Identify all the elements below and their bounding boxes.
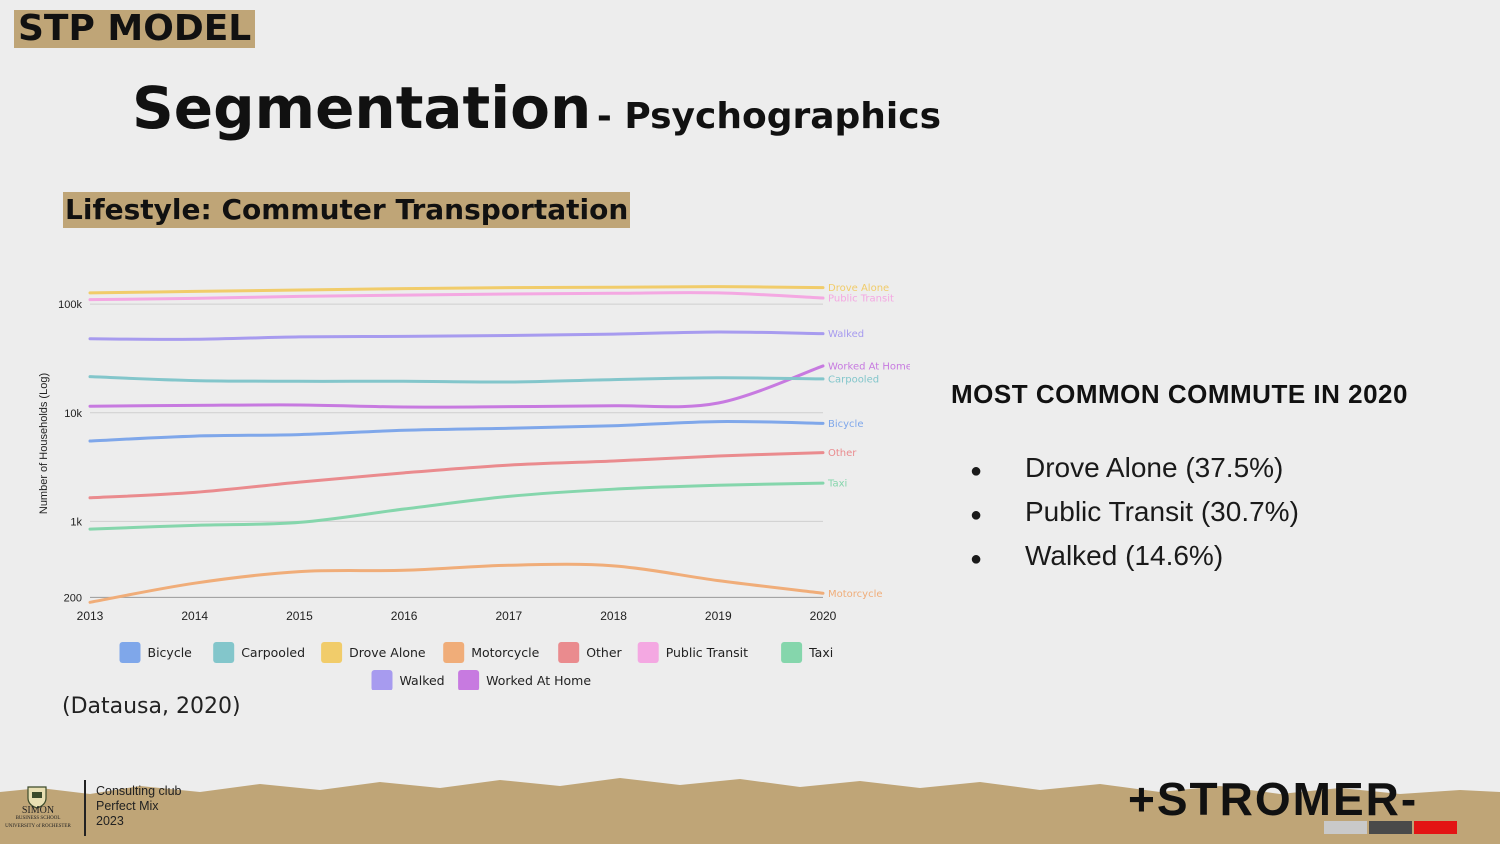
brand-swatch <box>1369 821 1412 834</box>
y-tick-label: 200 <box>64 592 82 604</box>
footer-line: Perfect Mix <box>96 799 159 813</box>
list-item-label: Public Transit (30.7%) <box>1025 496 1299 527</box>
list-item: ● Walked (14.6%) <box>970 536 1299 580</box>
series-line <box>88 481 825 531</box>
brand-logo: +STROMER- <box>1128 773 1419 825</box>
title-suffix: - Psychographics <box>596 96 942 137</box>
x-tick-label: 2020 <box>810 609 837 623</box>
sand-strip <box>0 778 1500 844</box>
series-end-label: Drove Alone <box>828 283 889 294</box>
series-end-label: Taxi <box>827 479 847 490</box>
list-item: ● Public Transit (30.7%) <box>970 492 1299 536</box>
bullet-icon: ● <box>970 460 983 482</box>
series-line <box>88 375 825 384</box>
legend-swatch <box>213 642 235 663</box>
x-tick-label: 2015 <box>286 609 313 623</box>
brand-swatch <box>1324 821 1367 834</box>
footer-caption: Consulting club Perfect Mix 2023 <box>96 784 181 829</box>
legend-swatch <box>637 642 659 663</box>
series-end-label: Public Transit <box>828 293 894 304</box>
series-line <box>88 291 825 302</box>
legend-swatch <box>443 642 465 663</box>
legend-swatch <box>371 670 393 690</box>
legend-label: Taxi <box>808 645 833 660</box>
x-tick-label: 2018 <box>600 609 627 623</box>
title-main: Segmentation <box>132 74 592 142</box>
legend-label: Public Transit <box>666 645 748 660</box>
footer-line: Consulting club <box>96 784 182 798</box>
series-end-label: Other <box>828 448 857 459</box>
footer-band <box>0 778 1500 844</box>
x-tick-label: 2013 <box>77 609 104 623</box>
x-tick-label: 2017 <box>496 609 523 623</box>
series-line <box>88 451 825 500</box>
x-tick-label: 2016 <box>391 609 418 623</box>
legend-swatch <box>119 642 141 663</box>
school-name: SIMON <box>21 805 55 816</box>
school-sub: BUSINESS SCHOOL <box>15 816 61 821</box>
footer-divider <box>84 780 86 836</box>
series-line <box>88 285 825 295</box>
list-item: ● Drove Alone (37.5%) <box>970 448 1299 492</box>
legend-label: Carpooled <box>241 645 305 660</box>
series-end-label: Walked <box>828 329 864 340</box>
commute-chart: 200 1k 10k 100k 2013 2014 2015 2016 2017 2018 2019… <box>38 283 910 690</box>
legend-label: Bicycle <box>148 645 193 660</box>
x-tick-label: 2014 <box>181 609 208 623</box>
y-tick-label: 100k <box>58 299 82 311</box>
brand-swatch <box>1414 821 1457 834</box>
page-title: Segmentation - Psychographics <box>132 74 941 142</box>
sidebar-list: ● Drove Alone (37.5%) ● Public Transit (30… <box>970 448 1299 580</box>
y-tick-label: 10k <box>64 408 82 420</box>
legend-label: Motorcycle <box>471 645 539 660</box>
section-tag: STP MODEL <box>14 10 256 48</box>
sidebar-heading: MOST COMMON COMMUTE IN 2020 <box>951 379 1408 409</box>
legend-swatch <box>458 670 480 690</box>
series-end-label: Motorcycle <box>828 589 883 600</box>
legend-label: Drove Alone <box>349 645 426 660</box>
series-end-label: Worked At Home <box>828 361 910 372</box>
series-line <box>88 562 825 604</box>
list-item-label: Drove Alone (37.5%) <box>1025 452 1284 483</box>
school-crest-icon <box>27 786 47 809</box>
legend-swatch <box>781 642 803 663</box>
series-line <box>88 420 825 443</box>
subtitle-tag: Lifestyle: Commuter Transportation <box>63 192 631 228</box>
series-line <box>88 330 825 341</box>
legend-label: Other <box>586 645 622 660</box>
series-end-label: Carpooled <box>828 374 879 385</box>
y-axis-label: Number of Households (Log) <box>38 373 50 514</box>
bullet-icon: ● <box>970 504 983 526</box>
footer-line: 2023 <box>96 814 124 828</box>
school-univ: UNIVERSITY of ROCHESTER <box>5 824 71 829</box>
x-tick-label: 2019 <box>705 609 732 623</box>
citation: (Datausa, 2020) <box>62 694 241 719</box>
bullet-icon: ● <box>970 548 983 570</box>
legend-label: Walked <box>400 673 445 688</box>
legend-swatch <box>321 642 343 663</box>
y-tick-label: 1k <box>70 516 82 528</box>
school-wordmark: SIMON BUSINESS SCHOOL UNIVERSITY of ROCH… <box>0 805 76 831</box>
legend-swatch <box>558 642 580 663</box>
legend-label: Worked At Home <box>486 673 591 688</box>
list-item-label: Walked (14.6%) <box>1025 540 1224 571</box>
series-end-label: Bicycle <box>828 419 863 430</box>
series-line <box>88 364 825 409</box>
